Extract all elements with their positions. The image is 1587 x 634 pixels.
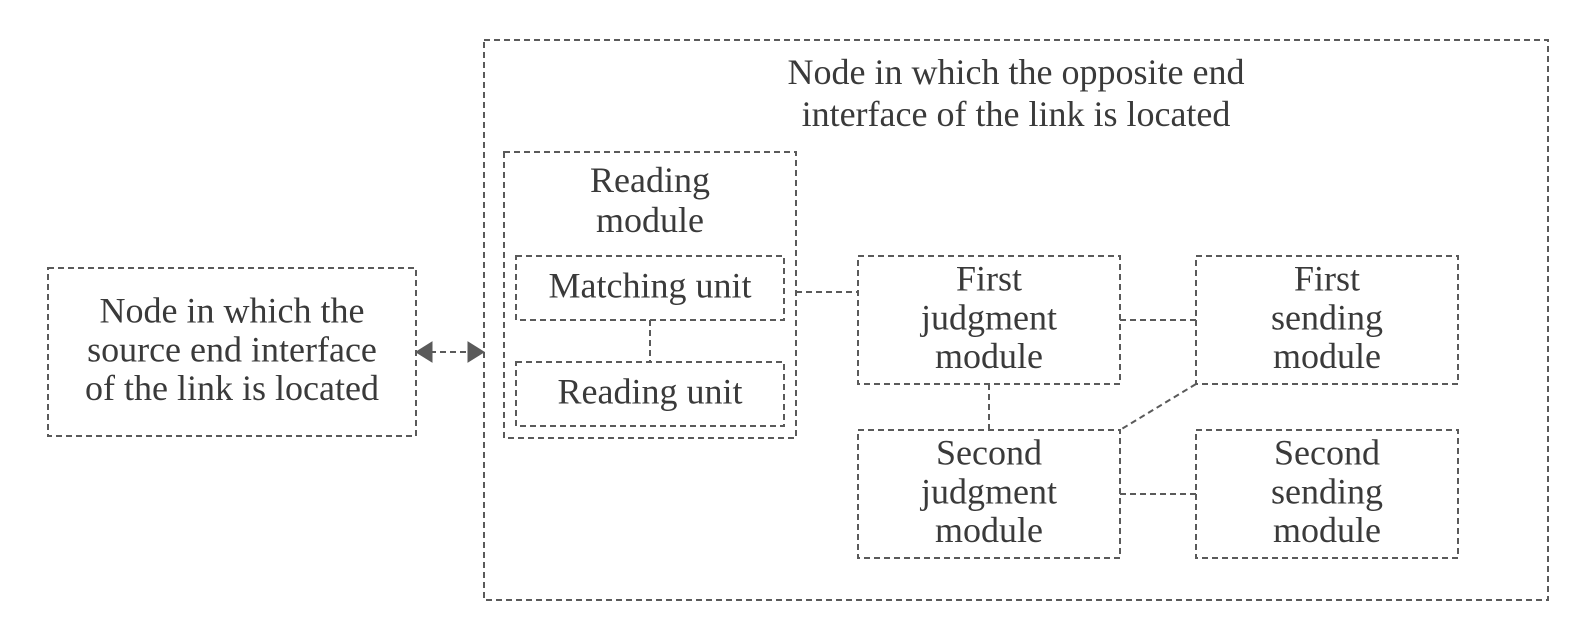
first-sending-label: Firstsendingmodule xyxy=(1271,258,1383,376)
diagram-canvas: Node in which thesource end interfaceof … xyxy=(0,0,1587,634)
opposite-node-title: Node in which the opposite endinterface … xyxy=(788,52,1245,134)
edge-fs-to-sj-diagonal xyxy=(1120,384,1196,430)
arrowhead-icon xyxy=(468,342,484,362)
second-sending-label: Secondsendingmodule xyxy=(1271,432,1383,550)
reading-module-label: Readingmodule xyxy=(590,160,710,240)
source-node-label: Node in which thesource end interfaceof … xyxy=(85,290,379,408)
first-judgment-label: Firstjudgmentmodule xyxy=(919,258,1057,376)
reading-unit-label: Reading unit xyxy=(558,371,743,411)
matching-unit-label: Matching unit xyxy=(549,265,752,305)
second-judgment-label: Secondjudgmentmodule xyxy=(919,432,1057,550)
arrowhead-icon xyxy=(416,342,432,362)
